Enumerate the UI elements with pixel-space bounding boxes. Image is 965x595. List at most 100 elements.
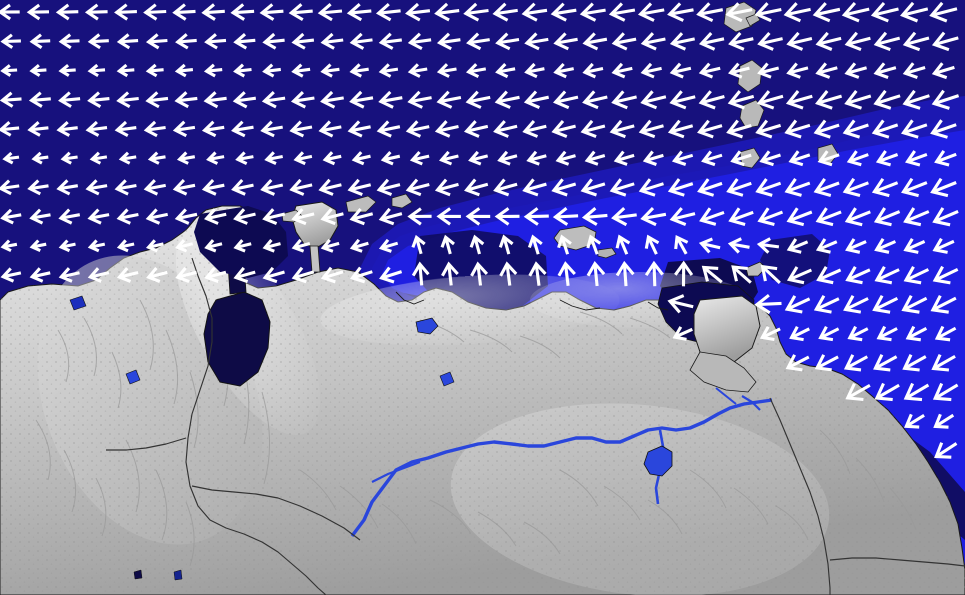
- wind-arrow-head: [930, 119, 948, 139]
- wind-arrow-head: [291, 266, 307, 284]
- wind-arrow-head: [615, 234, 631, 249]
- wind-arrow-head: [698, 32, 716, 51]
- wind-arrow-head: [672, 326, 687, 341]
- wind-arrow-head: [842, 119, 861, 139]
- wind-arrow-head: [523, 90, 541, 110]
- wind-arrow-head: [87, 63, 99, 78]
- wind-arrow-shaft: [593, 263, 599, 287]
- wind-arrow-shaft: [499, 154, 518, 162]
- wind-arrow-head: [434, 2, 450, 22]
- wind-arrow-head: [235, 151, 248, 166]
- wind-arrow-shaft: [204, 125, 225, 132]
- wind-arrow-shaft: [291, 183, 313, 192]
- wind-arrow-shaft: [555, 37, 578, 45]
- border-colombia-venezuela-llanos: [191, 485, 361, 541]
- wind-arrow-head: [405, 178, 422, 197]
- wind-arrow-head: [818, 325, 834, 342]
- wind-arrow-shaft: [814, 7, 841, 17]
- wind-arrow-shaft: [727, 8, 753, 16]
- wind-arrow-head: [756, 90, 775, 110]
- wind-arrow-head: [611, 62, 626, 79]
- wind-arrow-head: [615, 260, 635, 277]
- wind-arrow-head: [498, 234, 514, 248]
- wind-arrow-shaft: [381, 38, 402, 45]
- wind-arrow-head: [698, 90, 716, 110]
- wind-arrow-head: [259, 3, 275, 21]
- lake-small-llanos: [439, 371, 455, 387]
- wind-arrow-shaft: [264, 270, 285, 280]
- reservoir-guri: [643, 445, 673, 477]
- wind-arrow-shaft: [934, 36, 959, 46]
- wind-arrow-shaft: [699, 181, 723, 193]
- lake-colombia-small: [125, 369, 141, 385]
- wind-arrow-head: [786, 238, 802, 254]
- wind-arrow-shaft: [555, 95, 579, 104]
- wind-arrow-head: [116, 33, 131, 50]
- wind-arrow-head: [0, 179, 12, 196]
- wind-arrow-head: [201, 179, 217, 196]
- wind-arrow-shaft: [905, 239, 926, 252]
- wind-arrow-shaft: [146, 125, 166, 132]
- wind-arrow-head: [759, 326, 775, 342]
- wind-arrow-shaft: [349, 125, 371, 133]
- wind-arrow-head: [116, 239, 129, 253]
- wind-arrow-shaft: [467, 95, 491, 104]
- wind-arrow-head: [495, 63, 509, 79]
- wind-arrow-shaft: [701, 210, 725, 222]
- wind-arrow-head: [29, 64, 41, 77]
- wind-arrow-head: [550, 2, 567, 22]
- wind-arrow-head: [320, 90, 336, 109]
- wind-arrow-head: [813, 119, 831, 139]
- wind-arrow-head: [349, 208, 365, 226]
- wind-arrow-shaft: [875, 36, 901, 46]
- wind-arrow-head: [143, 3, 158, 21]
- wind-arrow-shaft: [291, 9, 313, 15]
- wind-arrow-shaft: [728, 181, 752, 193]
- wind-arrow-head: [900, 1, 919, 23]
- wind-arrow-head: [260, 120, 275, 138]
- wind-arrow-shaft: [905, 268, 930, 282]
- wind-arrow-shaft: [528, 154, 547, 162]
- wind-arrow-head: [145, 91, 160, 109]
- wind-arrow-shaft: [378, 9, 401, 15]
- wind-arrow-shaft: [902, 123, 928, 135]
- wind-arrow-head: [233, 208, 248, 225]
- wind-arrow-head: [728, 207, 746, 226]
- wind-arrow-head: [436, 32, 452, 51]
- wind-arrow-shaft: [845, 355, 869, 370]
- wind-arrow-shaft: [905, 413, 925, 428]
- wind-arrow-head: [726, 178, 744, 197]
- wind-arrow-shaft: [206, 38, 227, 44]
- wind-arrow-head: [931, 62, 948, 80]
- wind-arrow-shaft: [555, 214, 579, 219]
- wind-arrow-shaft: [846, 66, 868, 75]
- wind-arrow-shaft: [846, 210, 871, 223]
- wind-arrow-head: [376, 120, 392, 138]
- island-saint-vincent: [739, 99, 765, 129]
- wind-arrow-head: [901, 294, 920, 314]
- wind-arrow-shaft: [119, 39, 139, 44]
- wind-arrow-shaft: [819, 153, 840, 163]
- wind-arrow-head: [644, 260, 664, 277]
- wind-arrow-head: [29, 208, 44, 225]
- wind-arrow-shaft: [381, 67, 399, 74]
- island-barbados-north: [745, 13, 761, 27]
- wind-arrow-head: [671, 150, 687, 166]
- wind-arrow-shaft: [670, 124, 694, 134]
- wind-arrow-shaft: [560, 236, 570, 255]
- wind-arrow-shaft: [874, 355, 898, 370]
- wind-arrow-shaft: [466, 182, 489, 192]
- wind-arrow-head: [786, 207, 805, 227]
- wind-arrow-shaft: [759, 210, 784, 223]
- wind-arrow-shaft: [729, 94, 755, 105]
- wind-arrow-shaft: [844, 297, 869, 311]
- wind-arrow-shaft: [674, 153, 694, 163]
- wind-arrow-shaft: [32, 39, 51, 44]
- wind-arrow-head: [902, 354, 920, 372]
- wind-arrow-shaft: [322, 96, 344, 103]
- wind-arrow-head: [378, 63, 392, 78]
- wind-arrow-shaft: [526, 67, 545, 74]
- wind-arrow-head: [613, 150, 628, 166]
- wind-arrow-shaft: [3, 39, 21, 44]
